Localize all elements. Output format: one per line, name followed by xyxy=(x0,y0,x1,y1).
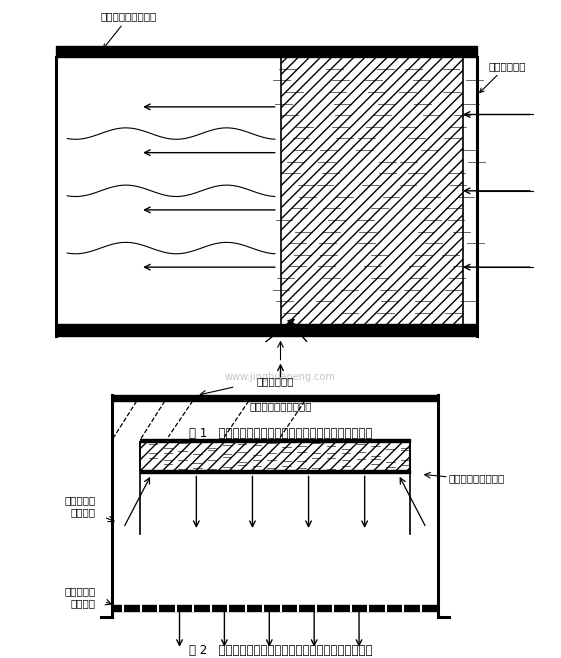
Text: 图 2   气溶胶泄漏和诱入到垂直层流洁净工作台的示意图: 图 2 气溶胶泄漏和诱入到垂直层流洁净工作台的示意图 xyxy=(188,644,373,657)
Text: www.jinghuapeng.com: www.jinghuapeng.com xyxy=(225,372,336,382)
Text: 图 1   气溶胶泄漏和诱入到水平层流洁净工作台的示意图: 图 1 气溶胶泄漏和诱入到水平层流洁净工作台的示意图 xyxy=(188,428,373,440)
Text: 从外部诱入
的气溶胶: 从外部诱入 的气溶胶 xyxy=(64,495,95,517)
Text: 泄漏的气溶胶: 泄漏的气溶胶 xyxy=(256,376,293,386)
Text: 从外部诱入的气溶胶: 从外部诱入的气溶胶 xyxy=(101,11,157,49)
Text: 泄漏的气溶胶: 泄漏的气溶胶 xyxy=(480,61,526,93)
Bar xyxy=(280,57,463,324)
Text: 从缝隙诱入的气溶胶: 从缝隙诱入的气溶胶 xyxy=(449,473,505,484)
Text: 从缝隙中诱入的气溶胶: 从缝隙中诱入的气溶胶 xyxy=(249,401,312,411)
Bar xyxy=(140,442,410,470)
Text: 从外部诱入
的气溶胶: 从外部诱入 的气溶胶 xyxy=(64,586,95,609)
